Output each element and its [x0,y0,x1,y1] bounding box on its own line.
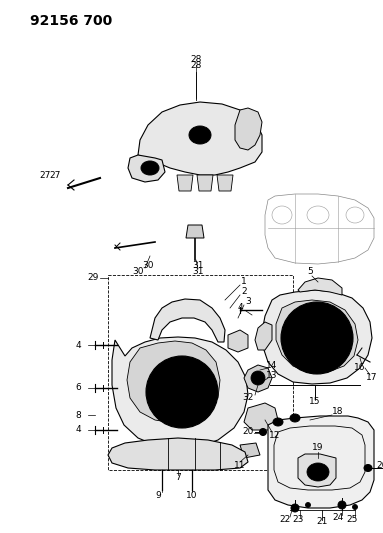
Text: 92156 700: 92156 700 [30,14,112,28]
Text: 4: 4 [75,425,81,434]
Text: 18: 18 [332,408,344,416]
Text: 19: 19 [312,443,324,453]
Ellipse shape [173,383,191,401]
Polygon shape [228,330,248,352]
Ellipse shape [338,501,346,509]
Text: 10: 10 [186,490,198,499]
Text: 14: 14 [266,360,278,369]
Polygon shape [177,175,193,191]
Polygon shape [298,454,336,487]
Text: 23: 23 [292,515,304,524]
Ellipse shape [281,302,353,374]
Ellipse shape [189,126,211,144]
Text: 21: 21 [316,518,328,527]
Ellipse shape [156,366,208,418]
Text: 17: 17 [366,374,378,383]
Ellipse shape [146,165,154,171]
Polygon shape [150,299,225,342]
Polygon shape [128,155,165,182]
Text: 28: 28 [190,55,202,64]
Text: 6: 6 [75,384,81,392]
Polygon shape [244,365,272,392]
Text: 30: 30 [142,261,154,270]
Text: 20: 20 [242,427,254,437]
Ellipse shape [146,356,218,428]
Ellipse shape [292,313,342,363]
Text: 11: 11 [234,461,246,470]
Ellipse shape [275,420,280,424]
Text: 16: 16 [354,364,366,373]
Text: 3: 3 [245,297,251,306]
Polygon shape [268,416,374,508]
Polygon shape [217,175,233,191]
Text: 8: 8 [75,410,81,419]
Text: 28: 28 [190,61,202,69]
Ellipse shape [251,371,265,385]
Polygon shape [108,438,248,470]
Text: 29: 29 [87,273,99,282]
Polygon shape [262,290,372,384]
Text: 27: 27 [49,171,61,180]
Ellipse shape [195,131,205,139]
Bar [108,275,293,470]
Text: 22: 22 [279,515,291,524]
Ellipse shape [364,464,372,472]
Text: 2: 2 [241,287,247,296]
Text: 4: 4 [237,303,243,312]
Ellipse shape [273,418,283,426]
Text: 12: 12 [269,431,281,440]
Text: 5: 5 [307,268,313,277]
Polygon shape [244,403,278,430]
Text: 30: 30 [132,268,144,277]
Polygon shape [186,225,204,238]
Ellipse shape [352,505,357,510]
Ellipse shape [260,429,267,435]
Text: 7: 7 [175,473,181,482]
Ellipse shape [307,463,329,481]
Text: 26: 26 [376,461,383,470]
Text: 4: 4 [75,341,81,350]
Polygon shape [235,108,262,150]
Polygon shape [276,300,358,373]
Ellipse shape [308,329,326,347]
Polygon shape [197,175,213,191]
Polygon shape [138,102,262,175]
Polygon shape [255,322,272,350]
Polygon shape [298,278,342,295]
Ellipse shape [141,161,159,175]
Text: 32: 32 [242,393,254,402]
Ellipse shape [290,414,300,422]
Text: 27: 27 [39,171,51,180]
Text: 1: 1 [241,278,247,287]
Ellipse shape [293,416,298,420]
Polygon shape [240,443,260,458]
Text: 31: 31 [192,261,204,270]
Polygon shape [127,341,220,423]
Text: 31: 31 [192,268,204,277]
Text: 25: 25 [346,515,358,524]
Text: 13: 13 [266,370,278,379]
Text: 15: 15 [309,398,321,407]
Text: 9: 9 [155,490,161,499]
Ellipse shape [306,503,311,507]
Polygon shape [112,337,248,448]
Ellipse shape [291,504,299,512]
Text: 24: 24 [332,513,344,522]
